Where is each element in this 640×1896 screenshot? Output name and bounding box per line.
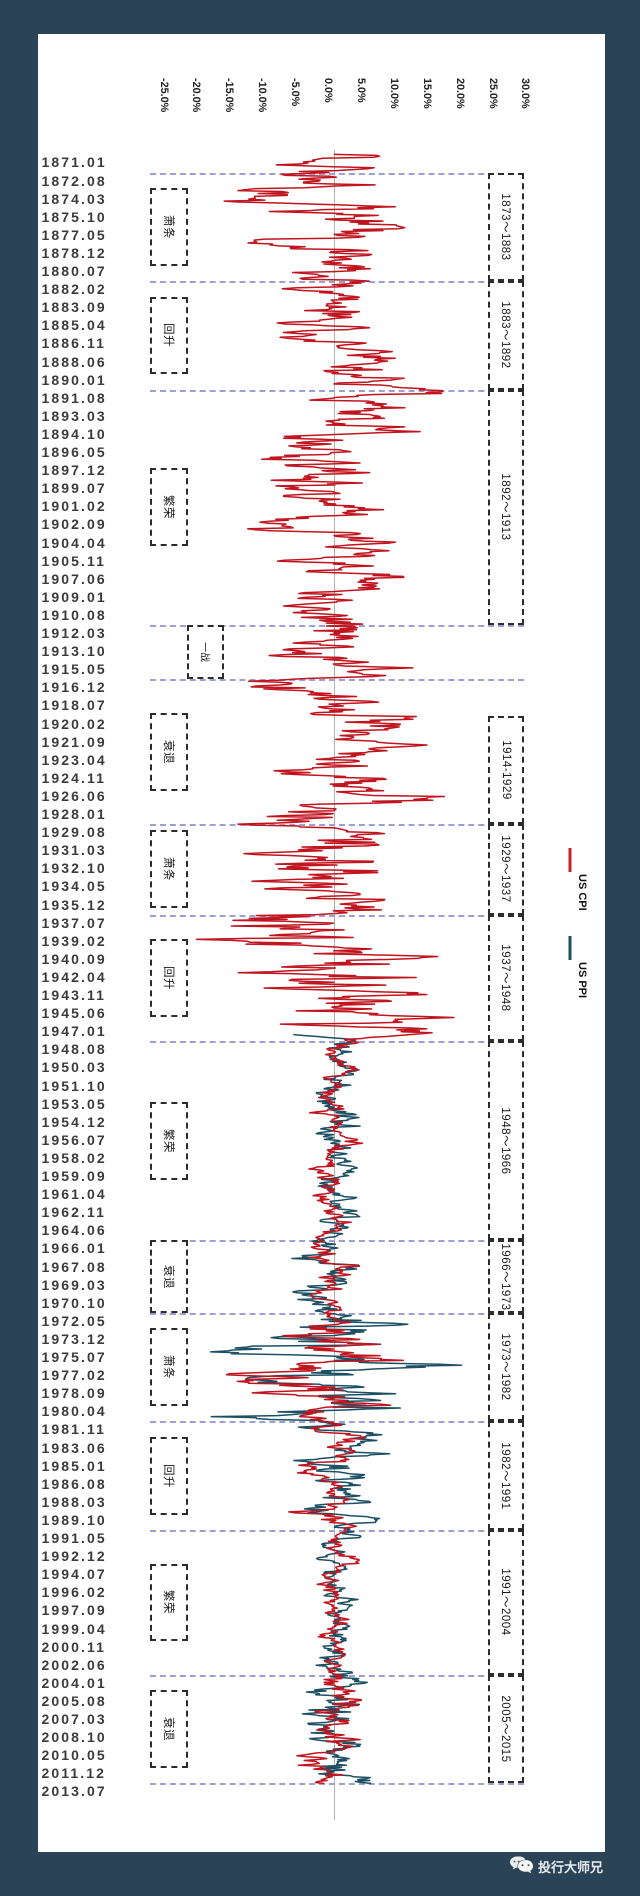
- svg-text:US PPI: US PPI: [576, 962, 588, 998]
- svg-text:投行大师兄: 投行大师兄: [538, 1860, 603, 1875]
- svg-text:US CPI: US CPI: [576, 874, 588, 911]
